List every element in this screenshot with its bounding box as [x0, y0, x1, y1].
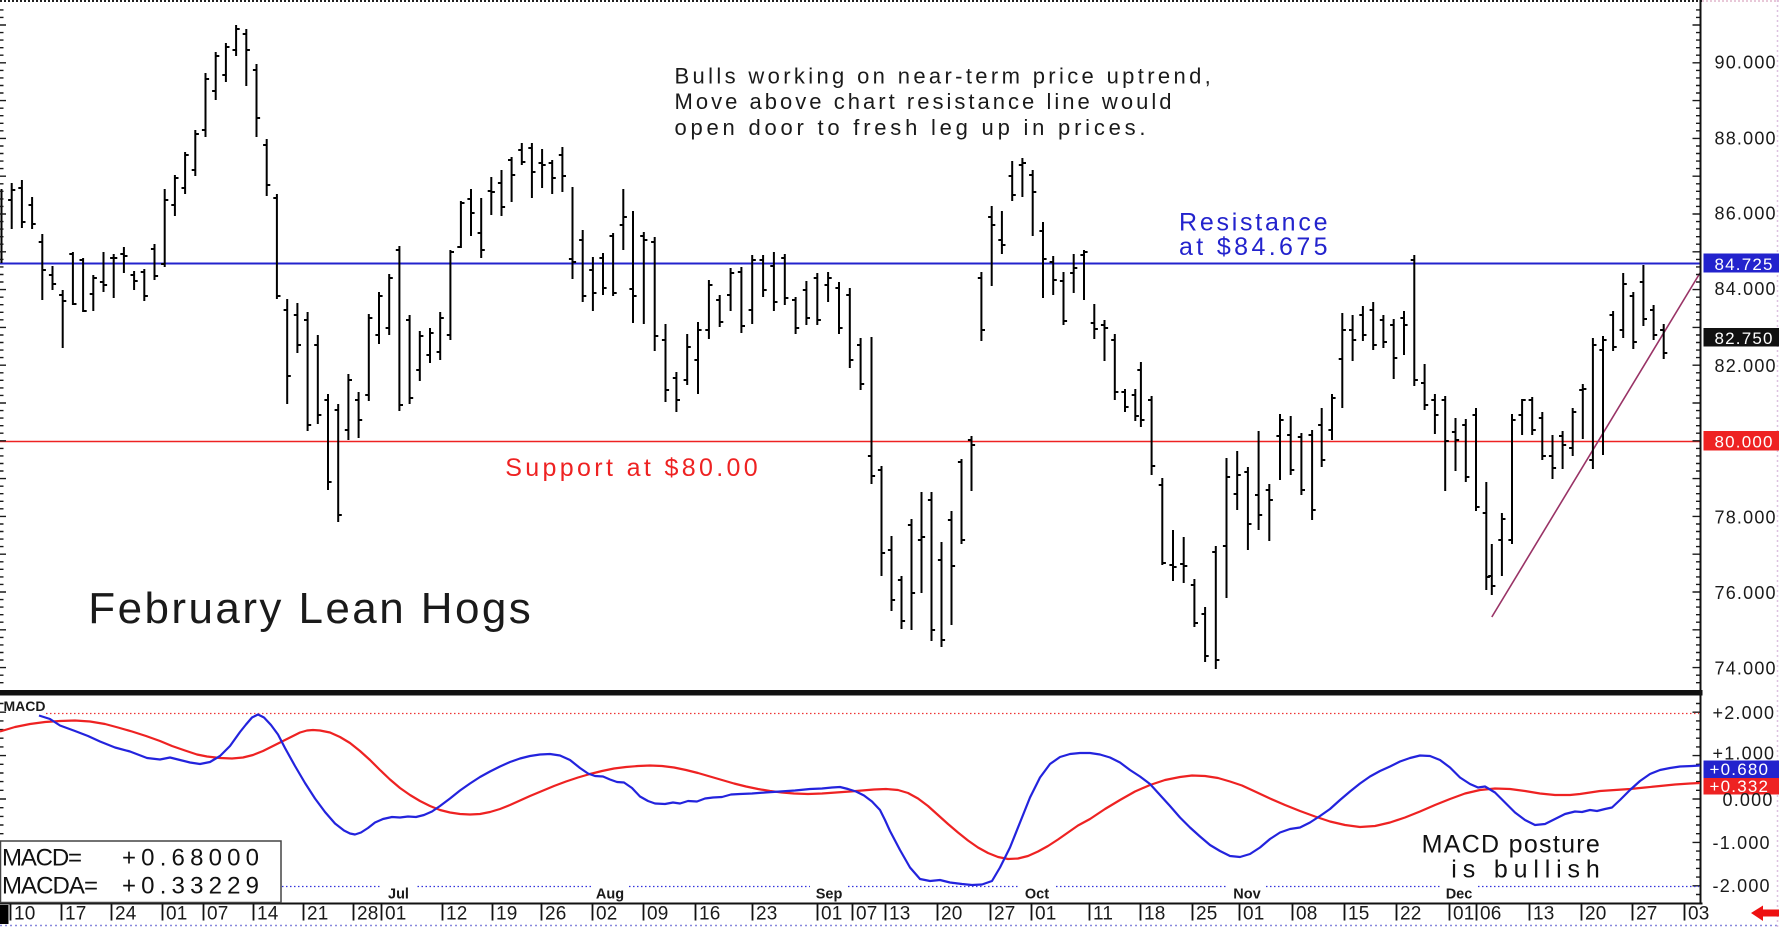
- svg-text:+1.000: +1.000: [1713, 744, 1776, 764]
- svg-text:20: 20: [941, 904, 963, 925]
- svg-text:80.000: 80.000: [1715, 433, 1774, 452]
- svg-text:12: 12: [446, 904, 468, 925]
- svg-text:07: 07: [856, 904, 878, 925]
- svg-text:76.000: 76.000: [1715, 583, 1777, 603]
- svg-text:19: 19: [496, 904, 518, 925]
- svg-text:13: 13: [1533, 904, 1555, 925]
- svg-text:Jul: Jul: [388, 887, 409, 903]
- svg-text:84.000: 84.000: [1715, 279, 1777, 299]
- svg-text:01: 01: [385, 904, 407, 925]
- svg-text:MACD: MACD: [4, 698, 46, 714]
- svg-text:MACD posture: MACD posture: [1422, 831, 1600, 859]
- svg-text:+0.680: +0.680: [1710, 760, 1770, 779]
- svg-text:01: 01: [166, 904, 188, 925]
- svg-text:Dec: Dec: [1446, 887, 1473, 903]
- svg-text:23: 23: [756, 904, 778, 925]
- svg-text:02: 02: [596, 904, 618, 925]
- svg-text:74.000: 74.000: [1715, 659, 1777, 679]
- svg-text:26: 26: [545, 904, 567, 925]
- svg-text:14: 14: [257, 904, 279, 925]
- svg-text:Nov: Nov: [1233, 887, 1260, 903]
- svg-text:88.000: 88.000: [1715, 129, 1777, 149]
- svg-text:-2.000: -2.000: [1713, 876, 1771, 896]
- svg-text:February Lean Hogs: February Lean Hogs: [88, 584, 532, 633]
- svg-text:84.725: 84.725: [1715, 255, 1774, 274]
- svg-text:07: 07: [207, 904, 229, 925]
- svg-text:27: 27: [994, 904, 1016, 925]
- svg-text:90.000: 90.000: [1715, 53, 1777, 73]
- svg-text:Support at $80.00: Support at $80.00: [505, 454, 758, 482]
- svg-text:11: 11: [1093, 904, 1113, 925]
- svg-text:20: 20: [1585, 904, 1607, 925]
- svg-text:+2.000: +2.000: [1713, 703, 1776, 723]
- svg-text:22: 22: [1400, 904, 1422, 925]
- svg-text:86.000: 86.000: [1715, 204, 1777, 224]
- svg-text:16: 16: [699, 904, 721, 925]
- svg-text:13: 13: [889, 904, 911, 925]
- svg-text:Oct: Oct: [1025, 887, 1049, 903]
- svg-text:03: 03: [1688, 904, 1710, 925]
- svg-text:24: 24: [115, 904, 137, 925]
- svg-text:0.000: 0.000: [1723, 790, 1774, 810]
- svg-text:01: 01: [1035, 904, 1057, 925]
- svg-text:at $84.675: at $84.675: [1179, 233, 1328, 261]
- svg-text:Aug: Aug: [596, 887, 624, 903]
- svg-text:10: 10: [14, 904, 36, 925]
- svg-text:Move above chart resistance li: Move above chart resistance line would: [675, 89, 1172, 114]
- svg-text:82.750: 82.750: [1715, 329, 1774, 348]
- svg-text:is bullish: is bullish: [1451, 856, 1600, 884]
- svg-text:open door to fresh leg up in p: open door to fresh leg up in prices.: [675, 115, 1146, 140]
- svg-text:78.000: 78.000: [1715, 508, 1777, 528]
- svg-text:09: 09: [647, 904, 669, 925]
- svg-text:21: 21: [307, 904, 329, 925]
- svg-text:27: 27: [1636, 904, 1658, 925]
- svg-text:+0.332: +0.332: [1710, 777, 1770, 796]
- svg-text:Sep: Sep: [816, 887, 843, 903]
- svg-text:-1.000: -1.000: [1713, 833, 1771, 853]
- svg-text:15: 15: [1348, 904, 1370, 925]
- svg-text:01: 01: [821, 904, 843, 925]
- svg-text:25: 25: [1196, 904, 1218, 925]
- svg-text:+0.33229: +0.33229: [122, 873, 259, 900]
- svg-text:MACDA=: MACDA=: [2, 873, 98, 900]
- svg-text:08: 08: [1296, 904, 1318, 925]
- svg-text:18: 18: [1144, 904, 1166, 925]
- svg-text:28: 28: [357, 904, 379, 925]
- svg-text:MACD=: MACD=: [2, 845, 82, 872]
- svg-text:+0.68000: +0.68000: [122, 845, 259, 872]
- svg-text:01: 01: [1243, 904, 1265, 925]
- svg-text:17: 17: [65, 904, 87, 925]
- svg-text:82.000: 82.000: [1715, 356, 1777, 376]
- svg-text:06: 06: [1480, 904, 1502, 925]
- svg-text:01: 01: [1453, 904, 1475, 925]
